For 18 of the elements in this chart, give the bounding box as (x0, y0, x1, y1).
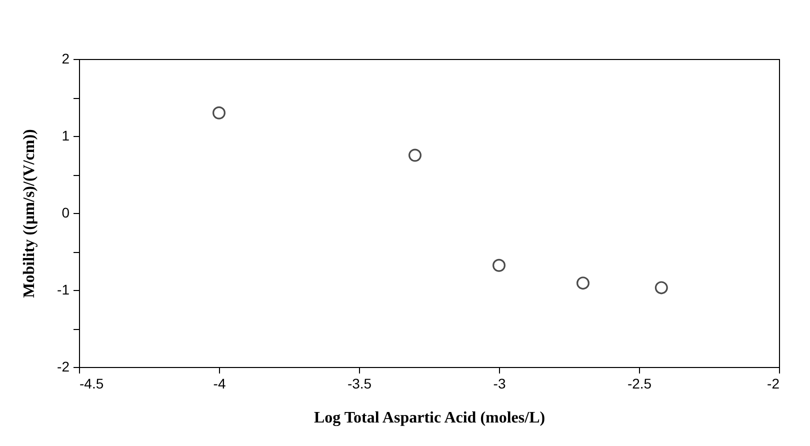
x-axis-title: Log Total Aspartic Acid (moles/L) (314, 410, 546, 426)
y-axis-title: Mobility ((µm/s)/(V/cm)) (21, 129, 38, 298)
y-tick-label: -1 (57, 282, 70, 298)
y-tick-label: 0 (62, 204, 70, 220)
x-tick-label: -3 (493, 376, 506, 392)
x-tick-label: -4 (213, 376, 226, 392)
y-tick-label: 2 (62, 50, 70, 66)
point (576, 276, 590, 290)
point (408, 148, 422, 162)
point (492, 258, 506, 272)
x-tick-label: -2 (767, 376, 780, 392)
x-tick-label: -4.5 (80, 376, 104, 392)
x-tick-label: -3.5 (347, 376, 372, 392)
point (212, 106, 226, 120)
y-tick-label: 1 (62, 128, 70, 144)
x-tick-label: -2.5 (627, 376, 652, 392)
y-tick-label: -2 (57, 358, 70, 374)
point (654, 281, 668, 294)
